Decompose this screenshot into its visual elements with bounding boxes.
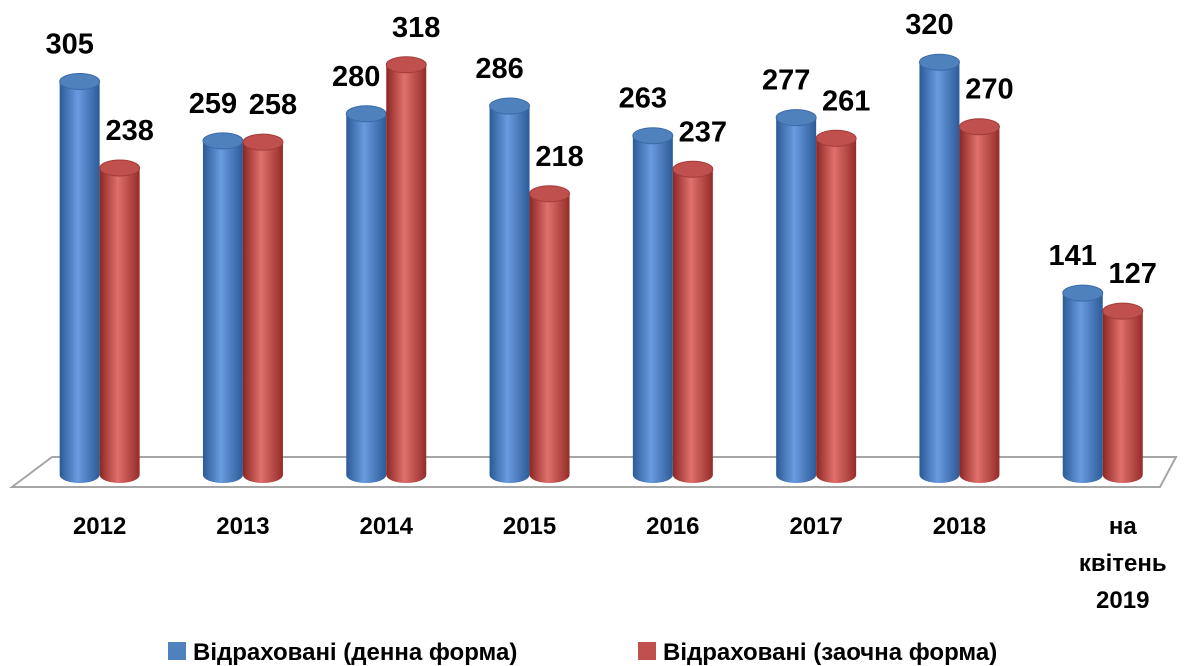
bar [919,62,960,483]
bar [1062,293,1103,483]
data-label: 261 [822,85,870,117]
bar-top [489,97,531,115]
data-label: 320 [905,9,953,41]
bar-top [775,109,817,127]
legend: Відраховані (денна форма) Відраховані (за… [168,639,997,666]
data-label: 141 [1049,240,1097,272]
bar-top [958,118,1000,136]
data-label: 263 [619,83,667,115]
bar [242,142,283,483]
x-tick-label: 2013 [216,513,269,540]
x-tick-label: 2014 [360,513,414,540]
bar-top [385,56,427,74]
data-label: 286 [475,53,523,85]
floor [9,456,1178,488]
x-tick-label: 2015 [503,513,556,540]
bar-top [59,73,101,91]
bar [1102,311,1143,483]
bar [59,81,100,484]
data-label: 277 [762,65,810,97]
bar-top [632,127,674,145]
bar [386,64,427,483]
bar-top [918,53,960,71]
bar [529,193,570,483]
legend-swatch [638,642,656,660]
x-tick-label: 2016 [646,513,699,540]
legend-label: Відраховані (денна форма) [193,639,517,666]
bar [632,135,673,483]
data-label: 318 [392,12,440,44]
legend-swatch [168,642,186,660]
data-label: 280 [332,61,380,93]
bar [816,138,857,483]
data-label: 238 [105,115,153,147]
bar [959,126,1000,483]
x-tick-label: 2012 [73,513,126,540]
bar [672,169,713,483]
bar [202,140,243,483]
x-tick-label: 2017 [789,513,842,540]
bar-top [529,185,571,203]
bar [489,106,530,483]
bar [346,113,387,484]
data-label: 127 [1109,258,1157,290]
data-label: 237 [679,116,727,148]
data-label: 259 [189,88,237,120]
bar-top [815,129,857,147]
bar-top [345,105,387,123]
legend-label: Відраховані (заочна форма) [663,639,997,666]
bar-top [242,133,284,151]
data-label: 218 [535,141,583,173]
bar [99,167,140,483]
bar-top [99,159,141,177]
bar-top [1102,302,1144,320]
bar [776,117,817,484]
bar-top [672,160,714,178]
x-tick-label: 2018 [933,513,986,540]
data-label: 270 [965,74,1013,106]
data-label: 305 [45,29,93,61]
data-label: 258 [249,89,297,121]
bar-top [1062,284,1104,302]
x-tick-label: на квітень 2019 [1079,513,1167,614]
bar-top [202,132,244,150]
